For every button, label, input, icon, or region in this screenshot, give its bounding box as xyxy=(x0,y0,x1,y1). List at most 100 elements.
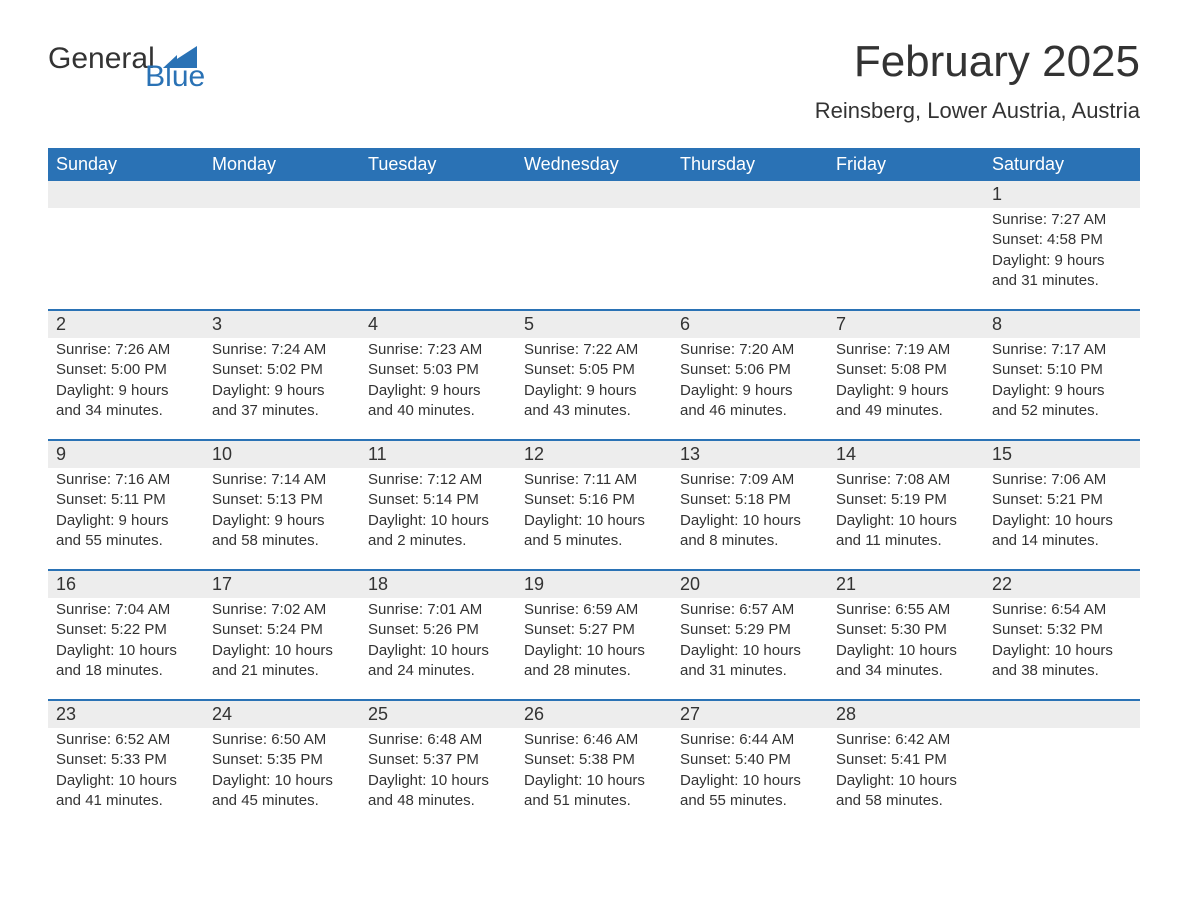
sunrise-text: Sunrise: 6:54 AM xyxy=(992,600,1132,620)
month-title: February 2025 xyxy=(815,40,1140,84)
day-number-cell: 26 xyxy=(516,700,672,728)
sunrise-text: Sunrise: 6:48 AM xyxy=(368,730,508,750)
day-number-cell: 21 xyxy=(828,570,984,598)
sunset-text: Sunset: 5:33 PM xyxy=(56,750,196,770)
sunset-text: Sunset: 5:21 PM xyxy=(992,490,1132,510)
detail-row: Sunrise: 7:27 AMSunset: 4:58 PMDaylight:… xyxy=(48,208,1140,310)
weekday-header: Tuesday xyxy=(360,148,516,181)
daylight-text: Daylight: 10 hours and 34 minutes. xyxy=(836,641,976,682)
sunset-text: Sunset: 5:27 PM xyxy=(524,620,664,640)
sunrise-text: Sunrise: 6:55 AM xyxy=(836,600,976,620)
daylight-text: Daylight: 9 hours and 46 minutes. xyxy=(680,381,820,422)
title-block: February 2025 Reinsberg, Lower Austria, … xyxy=(815,40,1140,124)
day-number-cell: 22 xyxy=(984,570,1140,598)
day-number-cell xyxy=(48,181,204,208)
day-number-cell: 9 xyxy=(48,440,204,468)
calendar-page: General Blue February 2025 Reinsberg, Lo… xyxy=(0,0,1188,869)
daylight-text: Daylight: 10 hours and 55 minutes. xyxy=(680,771,820,812)
weekday-header: Thursday xyxy=(672,148,828,181)
daynum-row: 16171819202122 xyxy=(48,570,1140,598)
day-detail-cell xyxy=(204,208,360,310)
sunrise-text: Sunrise: 6:57 AM xyxy=(680,600,820,620)
sunset-text: Sunset: 5:30 PM xyxy=(836,620,976,640)
sunset-text: Sunset: 4:58 PM xyxy=(992,230,1132,250)
day-detail-cell: Sunrise: 6:52 AMSunset: 5:33 PMDaylight:… xyxy=(48,728,204,829)
sunrise-text: Sunrise: 7:02 AM xyxy=(212,600,352,620)
sunset-text: Sunset: 5:13 PM xyxy=(212,490,352,510)
sunrise-text: Sunrise: 6:46 AM xyxy=(524,730,664,750)
sunrise-text: Sunrise: 7:22 AM xyxy=(524,340,664,360)
sunrise-text: Sunrise: 7:24 AM xyxy=(212,340,352,360)
day-detail-cell: Sunrise: 6:59 AMSunset: 5:27 PMDaylight:… xyxy=(516,598,672,700)
daylight-text: Daylight: 9 hours and 40 minutes. xyxy=(368,381,508,422)
daylight-text: Daylight: 10 hours and 41 minutes. xyxy=(56,771,196,812)
daynum-row: 1 xyxy=(48,181,1140,208)
sunset-text: Sunset: 5:32 PM xyxy=(992,620,1132,640)
day-detail-cell: Sunrise: 7:01 AMSunset: 5:26 PMDaylight:… xyxy=(360,598,516,700)
daylight-text: Daylight: 10 hours and 2 minutes. xyxy=(368,511,508,552)
day-number-cell: 15 xyxy=(984,440,1140,468)
brand-word2: Blue xyxy=(145,60,205,93)
sunrise-text: Sunrise: 7:06 AM xyxy=(992,470,1132,490)
daylight-text: Daylight: 9 hours and 49 minutes. xyxy=(836,381,976,422)
day-number-cell: 7 xyxy=(828,310,984,338)
location-label: Reinsberg, Lower Austria, Austria xyxy=(815,98,1140,124)
day-detail-cell xyxy=(360,208,516,310)
day-number-cell: 4 xyxy=(360,310,516,338)
day-number-cell xyxy=(672,181,828,208)
sunset-text: Sunset: 5:38 PM xyxy=(524,750,664,770)
day-number-cell: 28 xyxy=(828,700,984,728)
sunset-text: Sunset: 5:08 PM xyxy=(836,360,976,380)
daylight-text: Daylight: 9 hours and 31 minutes. xyxy=(992,251,1132,292)
sunrise-text: Sunrise: 7:12 AM xyxy=(368,470,508,490)
day-number-cell: 6 xyxy=(672,310,828,338)
daylight-text: Daylight: 10 hours and 45 minutes. xyxy=(212,771,352,812)
day-detail-cell: Sunrise: 7:26 AMSunset: 5:00 PMDaylight:… xyxy=(48,338,204,440)
day-detail-cell: Sunrise: 6:48 AMSunset: 5:37 PMDaylight:… xyxy=(360,728,516,829)
sunset-text: Sunset: 5:00 PM xyxy=(56,360,196,380)
sunrise-text: Sunrise: 7:23 AM xyxy=(368,340,508,360)
day-number-cell: 18 xyxy=(360,570,516,598)
day-number-cell: 20 xyxy=(672,570,828,598)
detail-row: Sunrise: 6:52 AMSunset: 5:33 PMDaylight:… xyxy=(48,728,1140,829)
day-number-cell: 3 xyxy=(204,310,360,338)
sunset-text: Sunset: 5:19 PM xyxy=(836,490,976,510)
day-number-cell: 12 xyxy=(516,440,672,468)
day-number-cell xyxy=(360,181,516,208)
day-number-cell: 14 xyxy=(828,440,984,468)
day-number-cell: 17 xyxy=(204,570,360,598)
sunrise-text: Sunrise: 7:16 AM xyxy=(56,470,196,490)
day-detail-cell xyxy=(48,208,204,310)
day-number-cell: 8 xyxy=(984,310,1140,338)
daylight-text: Daylight: 9 hours and 43 minutes. xyxy=(524,381,664,422)
day-detail-cell: Sunrise: 6:46 AMSunset: 5:38 PMDaylight:… xyxy=(516,728,672,829)
day-detail-cell: Sunrise: 7:16 AMSunset: 5:11 PMDaylight:… xyxy=(48,468,204,570)
daylight-text: Daylight: 10 hours and 51 minutes. xyxy=(524,771,664,812)
day-detail-cell: Sunrise: 7:08 AMSunset: 5:19 PMDaylight:… xyxy=(828,468,984,570)
weekday-header: Friday xyxy=(828,148,984,181)
day-detail-cell: Sunrise: 6:54 AMSunset: 5:32 PMDaylight:… xyxy=(984,598,1140,700)
daylight-text: Daylight: 9 hours and 55 minutes. xyxy=(56,511,196,552)
day-number-cell: 23 xyxy=(48,700,204,728)
day-number-cell: 27 xyxy=(672,700,828,728)
day-number-cell: 19 xyxy=(516,570,672,598)
day-detail-cell: Sunrise: 7:19 AMSunset: 5:08 PMDaylight:… xyxy=(828,338,984,440)
sunrise-text: Sunrise: 6:59 AM xyxy=(524,600,664,620)
sunset-text: Sunset: 5:14 PM xyxy=(368,490,508,510)
day-number-cell: 1 xyxy=(984,181,1140,208)
day-detail-cell: Sunrise: 7:04 AMSunset: 5:22 PMDaylight:… xyxy=(48,598,204,700)
sunrise-text: Sunrise: 7:26 AM xyxy=(56,340,196,360)
sunset-text: Sunset: 5:22 PM xyxy=(56,620,196,640)
day-detail-cell: Sunrise: 7:22 AMSunset: 5:05 PMDaylight:… xyxy=(516,338,672,440)
day-number-cell xyxy=(828,181,984,208)
day-number-cell: 10 xyxy=(204,440,360,468)
day-detail-cell: Sunrise: 7:02 AMSunset: 5:24 PMDaylight:… xyxy=(204,598,360,700)
detail-row: Sunrise: 7:26 AMSunset: 5:00 PM Daylight:… xyxy=(48,338,1140,440)
daynum-row: 2345678 xyxy=(48,310,1140,338)
weekday-header: Sunday xyxy=(48,148,204,181)
calendar-table: Sunday Monday Tuesday Wednesday Thursday… xyxy=(48,148,1140,829)
day-number-cell xyxy=(516,181,672,208)
day-detail-cell: Sunrise: 6:57 AMSunset: 5:29 PMDaylight:… xyxy=(672,598,828,700)
sunrise-text: Sunrise: 6:44 AM xyxy=(680,730,820,750)
sunrise-text: Sunrise: 7:27 AM xyxy=(992,210,1132,230)
